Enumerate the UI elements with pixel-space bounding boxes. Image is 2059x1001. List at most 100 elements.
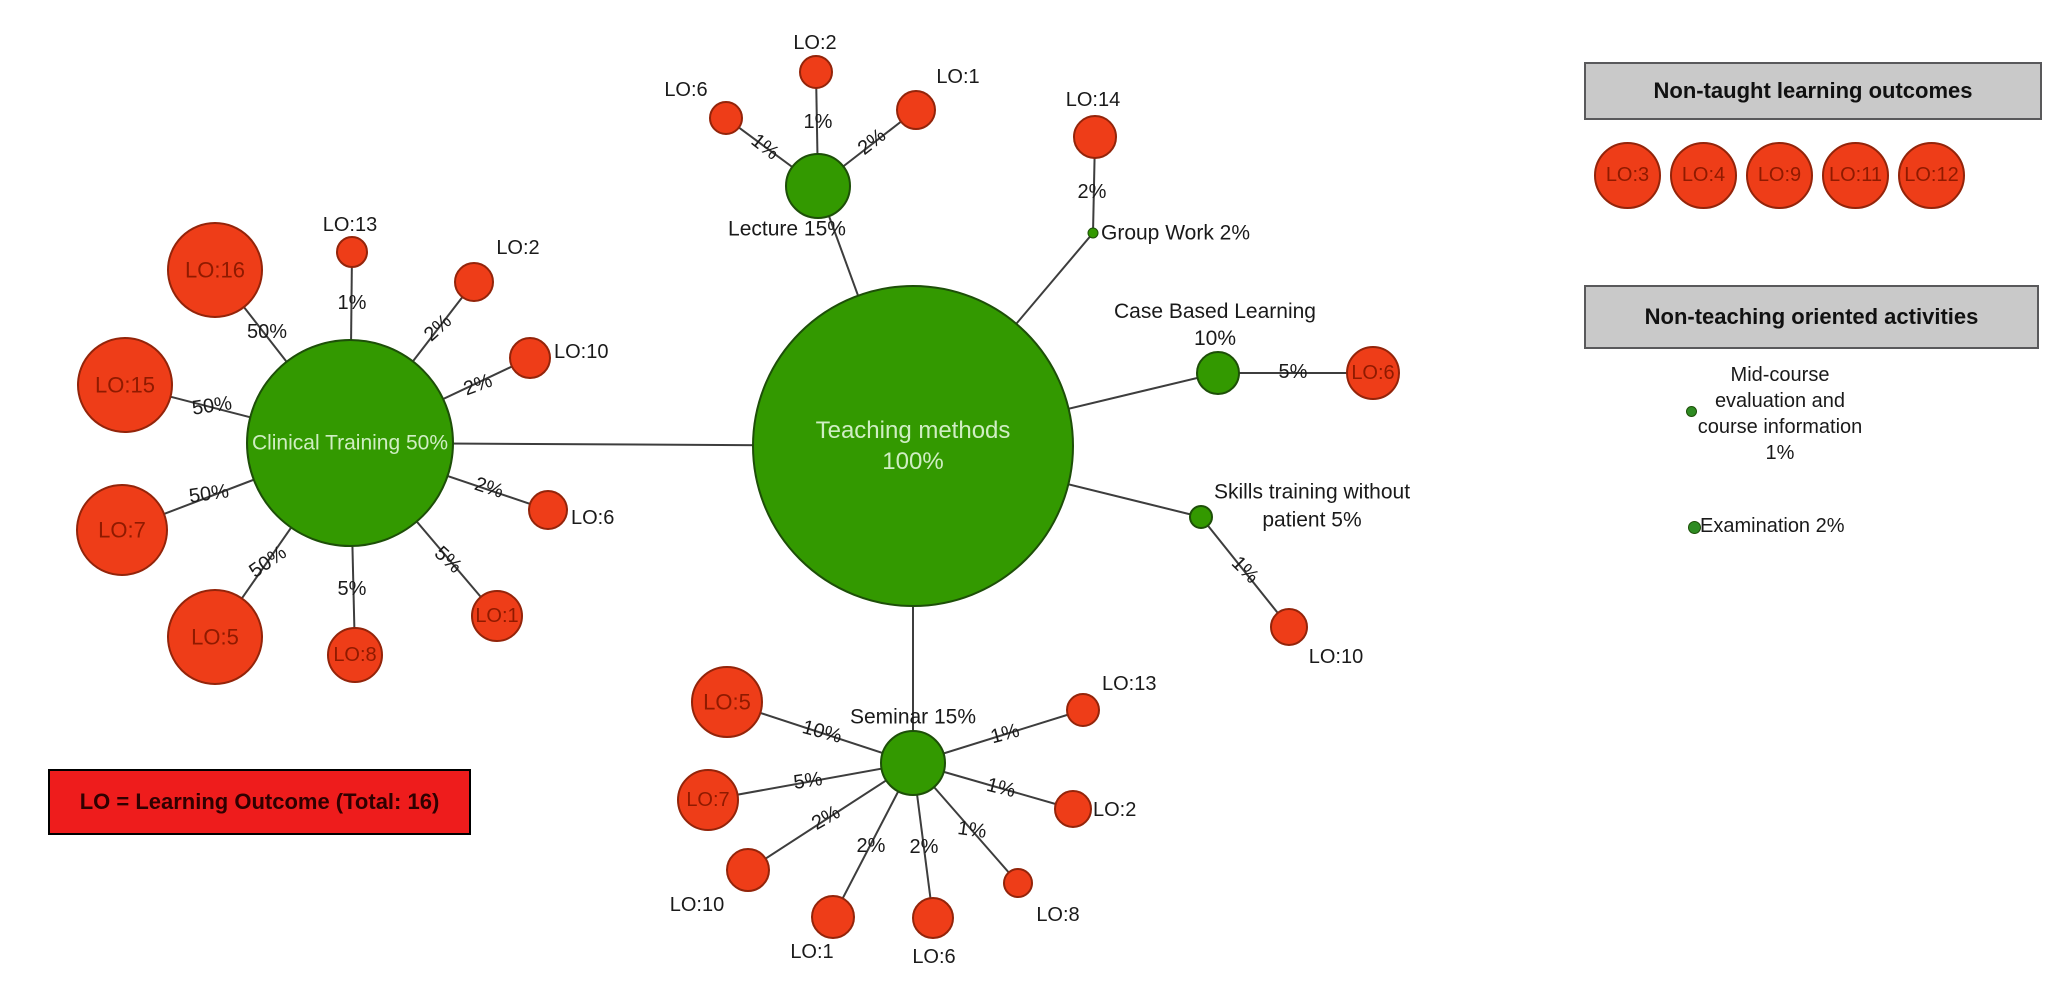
sem-lo10-circle (726, 848, 770, 892)
mid-course-line: evaluation and (1714, 390, 1846, 412)
seminar-label: Seminar 15% (850, 706, 976, 729)
ct-lo7-circle (76, 484, 168, 576)
sem-lo7-circle (677, 769, 739, 831)
skills-training-label: Skills training without (1214, 481, 1410, 504)
ct-lo10-label: LO:10 (554, 341, 608, 363)
ct-lo1-circle (471, 590, 523, 642)
ct-lo16-label: LO:16 (185, 258, 245, 283)
link-seminar-sem-lo7-percent: 5% (792, 768, 824, 794)
sem-lo6-circle (912, 897, 954, 939)
ct-lo7-label: LO:7 (98, 518, 146, 543)
link-clinical-training-ct-lo13-percent: 1% (338, 292, 367, 314)
examination-activity: Examination 2% (1700, 515, 1845, 537)
ct-lo8-label: LO:8 (333, 644, 376, 666)
lec-lo6-label: LO:6 (664, 79, 707, 101)
ct-lo5-circle (167, 589, 263, 685)
non-taught-lo-circle: LO:12 (1898, 142, 1965, 209)
gw-lo14-label: LO:14 (1066, 89, 1120, 111)
sem-lo8-circle (1003, 868, 1033, 898)
ct-lo5-label: LO:5 (191, 625, 239, 650)
teaching-methods-label: 100% (882, 448, 943, 475)
lec-lo1-circle (896, 90, 936, 130)
mid-course-activity: Mid-course evaluation and course informa… (1655, 362, 1905, 466)
legend-box: LO = Learning Outcome (Total: 16) (48, 769, 471, 835)
non-taught-lo-label: LO:3 (1605, 164, 1650, 186)
teaching-methods-label: Teaching methods (816, 417, 1011, 444)
non-taught-lo-label: LO:9 (1757, 164, 1802, 186)
link-seminar-sem-lo7 (707, 762, 914, 801)
link-lecture-lec-lo2-percent: 1% (804, 111, 833, 133)
link-case-based-learning-cbl-lo6-percent: 5% (1279, 361, 1308, 383)
st-lo10-label: LO:10 (1309, 646, 1363, 668)
non-teaching-panel-header: Non-teaching oriented activities (1584, 285, 2039, 349)
link-seminar-sem-lo2-percent: 1% (984, 774, 1018, 802)
sem-lo2-circle (1054, 790, 1092, 828)
lec-lo2-label: LO:2 (793, 32, 836, 54)
sem-lo8-label: LO:8 (1036, 904, 1079, 926)
seminar-circle (880, 730, 946, 796)
gw-lo14-circle (1073, 115, 1117, 159)
ct-lo6-circle (528, 490, 568, 530)
mid-course-line: Mid-course (1730, 364, 1830, 386)
ct-lo2-circle (454, 262, 494, 302)
link-clinical-training-ct-lo6-percent: 2% (472, 473, 506, 503)
cbl-lo6-circle (1346, 346, 1400, 400)
non-taught-lo-label: LO:4 (1681, 164, 1726, 186)
sem-lo10-label: LO:10 (670, 894, 724, 916)
non-taught-lo-label: LO:12 (1904, 164, 1959, 186)
sem-lo7-label: LO:7 (686, 789, 729, 811)
group-work-circle (1087, 227, 1099, 239)
clinical-training-circle (246, 339, 454, 547)
ct-lo2-label: LO:2 (496, 237, 539, 259)
cbl-lo6-label: LO:6 (1351, 362, 1394, 384)
case-based-learning-label: 10% (1194, 327, 1236, 350)
mid-course-dot-icon (1686, 406, 1697, 417)
legend-text: LO = Learning Outcome (Total: 16) (79, 789, 440, 814)
sem-lo13-label: LO:13 (1102, 673, 1156, 695)
ct-lo15-label: LO:15 (95, 373, 155, 398)
group-work-label: Group Work 2% (1101, 222, 1250, 245)
ct-lo16-circle (167, 222, 263, 318)
link-seminar-sem-lo6-percent: 2% (910, 836, 939, 858)
non-taught-lo-row: LO:3 LO:4 LO:9 LO:11 LO:12 (1594, 142, 1965, 209)
link-clinical-training-ct-lo8-percent: 5% (338, 578, 367, 600)
link-seminar-sem-lo10-percent: 2% (808, 801, 844, 835)
link-seminar-sem-lo5-percent: 10% (800, 716, 845, 748)
ct-lo13-circle (336, 236, 368, 268)
link-clinical-training-ct-lo16-percent: 50% (247, 321, 287, 343)
link-seminar-sem-lo1-percent: 2% (857, 835, 886, 857)
link-seminar-sem-lo8-percent: 1% (956, 817, 988, 843)
ct-lo13-label: LO:13 (323, 214, 377, 236)
non-taught-lo-circle: LO:3 (1594, 142, 1661, 209)
skills-training-label: patient 5% (1262, 509, 1361, 532)
ct-lo1-label: LO:1 (475, 605, 518, 627)
link-seminar-sem-lo13-percent: 1% (988, 720, 1022, 749)
st-lo10-circle (1270, 608, 1308, 646)
sem-lo2-label: LO:2 (1093, 799, 1136, 821)
case-based-learning-circle (1196, 351, 1240, 395)
non-taught-lo-label: LO:11 (1829, 164, 1882, 186)
non-taught-lo-circle: LO:11 (1822, 142, 1889, 209)
ct-lo10-circle (509, 337, 551, 379)
sem-lo5-label: LO:5 (703, 690, 751, 715)
link-clinical-training-ct-lo2-percent: 2% (420, 310, 456, 346)
link-clinical-training-ct-lo15-percent: 50% (191, 392, 234, 419)
sem-lo1-circle (811, 895, 855, 939)
mid-course-line: course information (1697, 416, 1863, 438)
lecture-label: Lecture 15% (728, 218, 846, 241)
clinical-training-label: Clinical Training 50% (252, 432, 448, 455)
ct-lo15-circle (77, 337, 173, 433)
lec-lo6-circle (709, 101, 743, 135)
case-based-learning-label: Case Based Learning (1114, 300, 1316, 323)
link-clinical-training-ct-lo5-percent: 50% (245, 541, 291, 582)
sem-lo1-label: LO:1 (790, 941, 833, 963)
link-skills-training-st-lo10 (1200, 516, 1290, 628)
link-clinical-training-ct-lo7-percent: 50% (188, 480, 231, 507)
lecture-circle (785, 153, 851, 219)
non-taught-panel-header: Non-taught learning outcomes (1584, 62, 2042, 120)
sem-lo5-circle (691, 666, 763, 738)
lec-lo2-circle (799, 55, 833, 89)
non-taught-panel-title: Non-taught learning outcomes (1653, 78, 1973, 103)
